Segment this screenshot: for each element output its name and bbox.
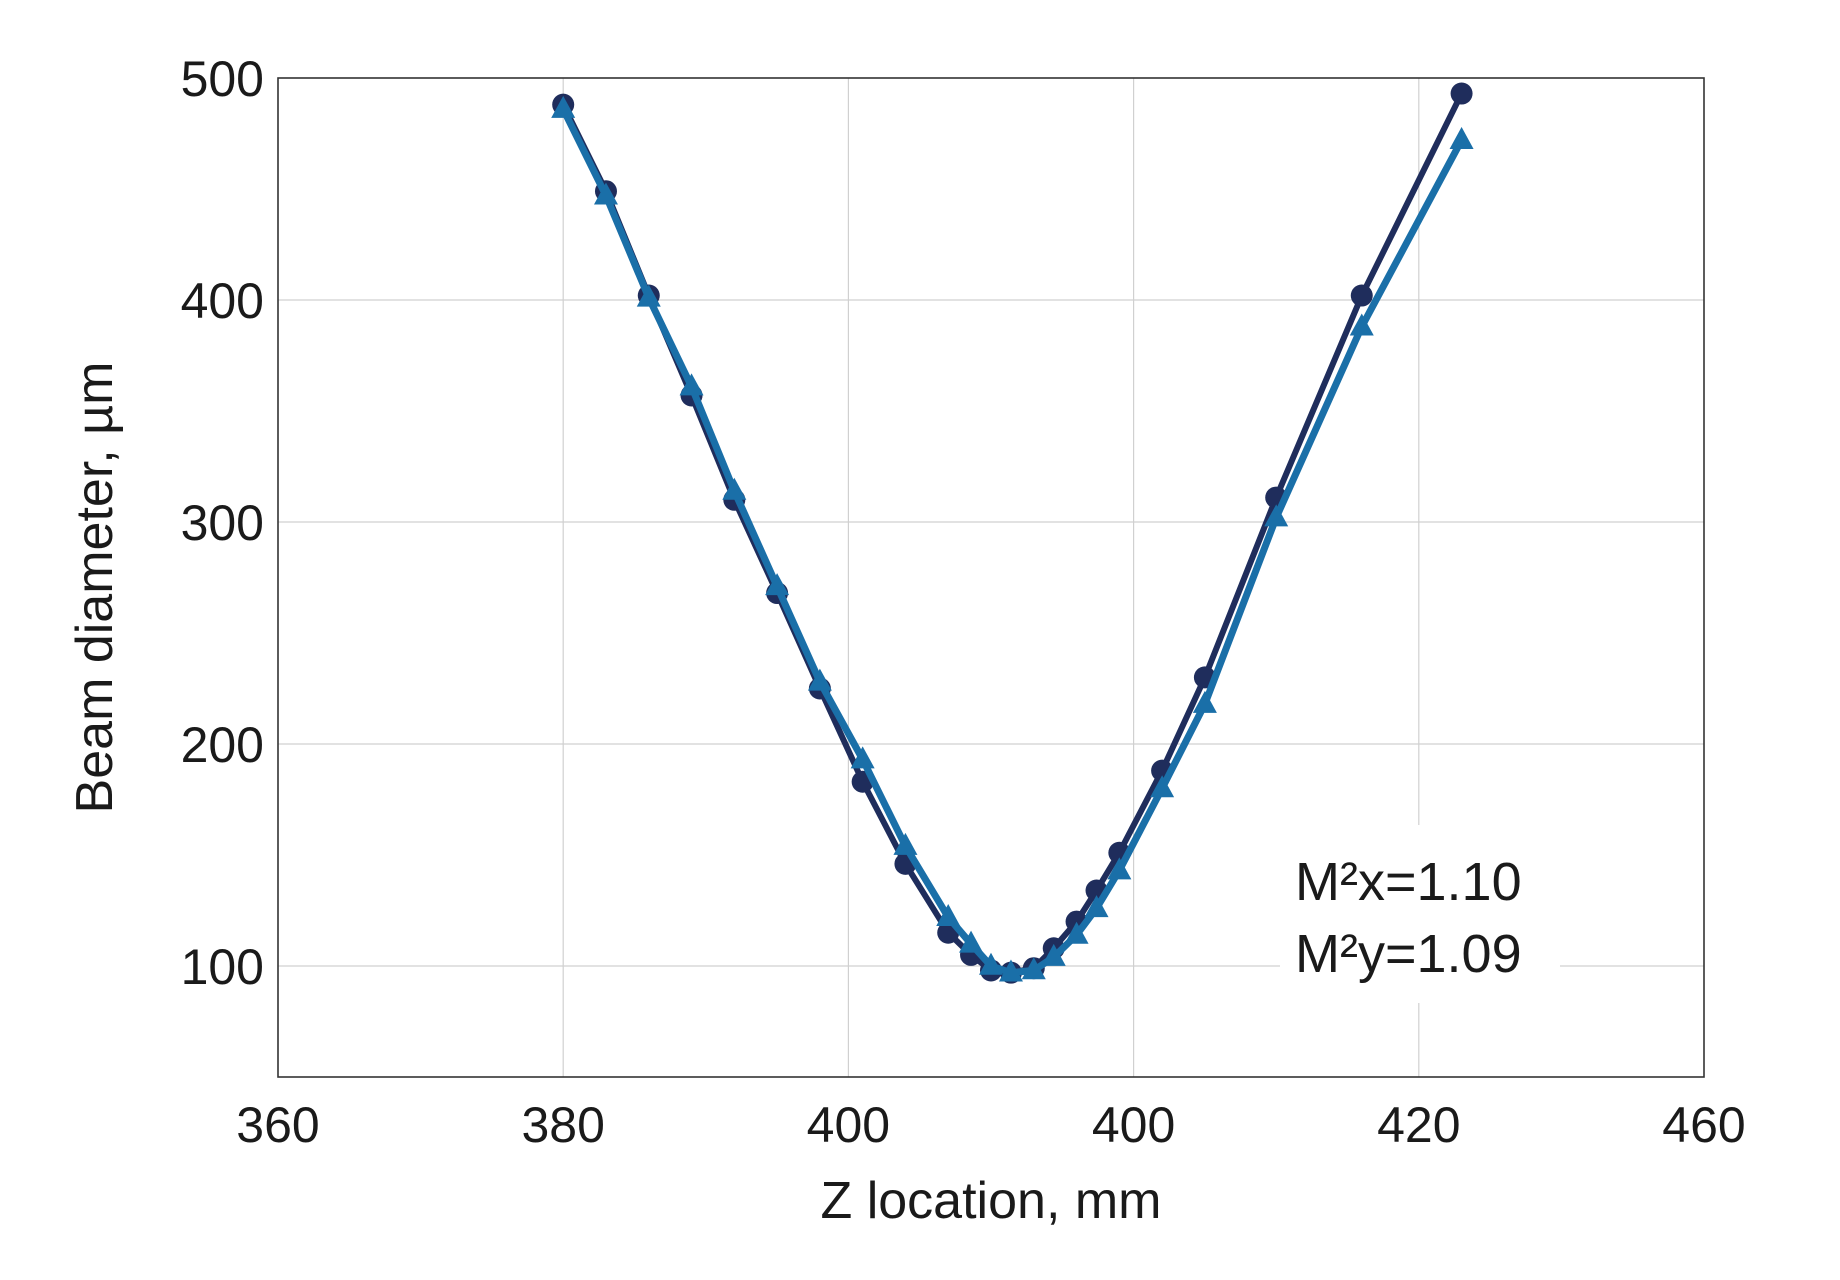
y-tick-label: 200 <box>181 717 264 773</box>
series-2-point <box>1021 957 1046 980</box>
series-2-point <box>1192 690 1217 713</box>
m2y-annotation: M²y=1.09 <box>1295 924 1522 984</box>
plot-frame <box>277 77 1705 1078</box>
x-tick-label: 380 <box>521 1097 604 1153</box>
y-tick-label: 400 <box>181 273 264 329</box>
series-2-point <box>1449 126 1474 149</box>
series-2-point <box>593 182 618 205</box>
x-tick-label: 400 <box>807 1097 890 1153</box>
series-layer <box>551 82 1474 984</box>
x-tick-label: 360 <box>236 1097 319 1153</box>
y-tick-label: 300 <box>181 495 264 551</box>
x-tick-label: 400 <box>1092 1097 1175 1153</box>
series-2-point <box>807 668 832 691</box>
series-1-point <box>1450 82 1473 105</box>
series-2-point <box>936 903 961 926</box>
series-2-point <box>722 477 747 500</box>
series-2-point <box>850 746 875 769</box>
series-2-point <box>998 959 1023 982</box>
series-2-point <box>551 95 576 118</box>
y-axis-title: Beam diameter, µm <box>66 362 124 814</box>
series-2-point <box>1264 504 1289 527</box>
series-2-point <box>679 373 704 396</box>
annotation-box <box>1280 825 1560 1003</box>
series-2-point <box>636 284 661 307</box>
x-axis-title: Z location, mm <box>821 1172 1162 1230</box>
series-2-point <box>1107 857 1132 880</box>
series-2-point <box>765 573 790 596</box>
series-2-point <box>1041 943 1066 966</box>
x-tick-label: 420 <box>1377 1097 1460 1153</box>
m2x-annotation: M²x=1.10 <box>1295 852 1522 912</box>
series-2-point <box>1349 313 1374 336</box>
series-1-point <box>1350 284 1373 307</box>
y-tick-label: 500 <box>181 51 264 107</box>
series-2-point <box>1064 921 1089 944</box>
series-2-point <box>979 952 1003 975</box>
x-tick-label: 460 <box>1662 1097 1745 1153</box>
tick-labels: 360 380 400 400 420 460 100 200 300 400 500 <box>181 51 1746 1153</box>
series-2-point <box>1150 775 1175 798</box>
series-2-point <box>1084 895 1109 918</box>
series-2-point <box>959 930 984 953</box>
y-tick-label: 100 <box>181 939 264 995</box>
series-2-point <box>893 832 918 855</box>
